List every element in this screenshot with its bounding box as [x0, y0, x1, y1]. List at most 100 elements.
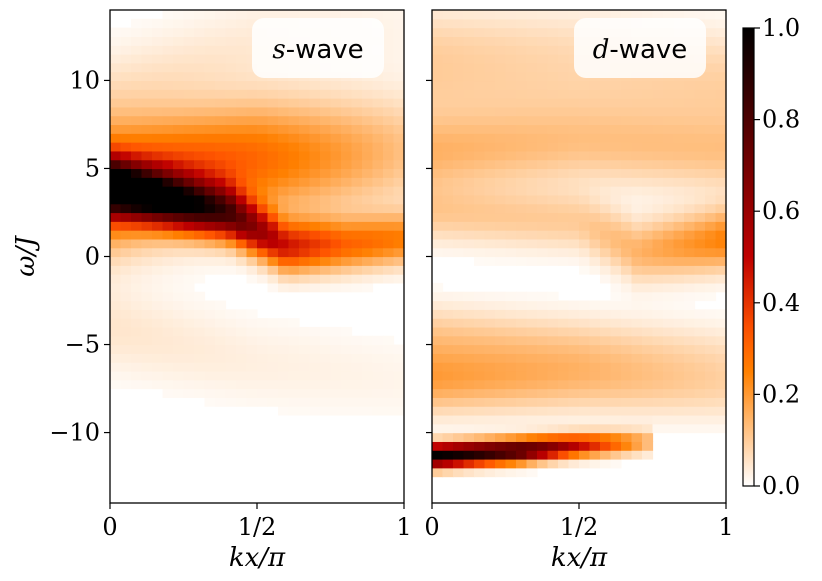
heatmap-cell: [516, 318, 528, 328]
heatmap-cell: [215, 133, 227, 143]
heatmap-cell: [162, 203, 174, 214]
heatmap-cell: [453, 54, 465, 64]
heatmap-cell: [299, 177, 311, 187]
heatmap-cell: [589, 238, 601, 249]
heatmap-cell: [579, 247, 591, 258]
heatmap-cell: [320, 10, 332, 20]
heatmap-cell: [236, 326, 248, 337]
heatmap-cell: [610, 406, 622, 416]
heatmap-cell: [484, 247, 496, 258]
heatmap-cell: [484, 106, 496, 117]
heatmap-cell: [537, 458, 549, 469]
heatmap-cell: [246, 89, 258, 99]
heatmap-cell: [684, 80, 696, 90]
heatmap-cell: [558, 406, 570, 416]
y-tick-label: 0: [85, 243, 100, 271]
heatmap-cell: [246, 230, 258, 240]
heatmap-cell: [162, 388, 174, 398]
heatmap-cell: [246, 362, 258, 372]
heatmap-cell: [383, 10, 395, 20]
heatmap-cell: [505, 142, 517, 152]
x-tick-label: 1/2: [238, 513, 277, 541]
heatmap-cell: [432, 467, 444, 478]
heatmap-cell: [393, 344, 405, 354]
heatmap-cell: [152, 36, 164, 46]
heatmap-cell: [110, 370, 122, 381]
heatmap-cell: [558, 247, 570, 258]
heatmap-cell: [320, 89, 332, 99]
heatmap-cell: [225, 309, 237, 319]
heatmap-cell: [442, 124, 454, 134]
panel-d-wave: 0 1/2 1kx/πd-wave: [424, 9, 734, 573]
heatmap-cell: [631, 230, 643, 240]
heatmap-cell: [547, 379, 559, 390]
heatmap-cell: [642, 318, 654, 328]
heatmap-cell: [442, 115, 454, 126]
heatmap-cell: [183, 89, 195, 99]
heatmap-cell: [579, 326, 591, 337]
heatmap-cell: [579, 458, 591, 469]
heatmap-cell: [579, 414, 591, 425]
heatmap-cell: [215, 247, 227, 258]
heatmap-cell: [257, 370, 269, 381]
heatmap-cell: [246, 142, 258, 152]
heatmap-cell: [474, 27, 486, 38]
heatmap-cell: [110, 265, 122, 275]
heatmap-cell: [267, 247, 279, 258]
heatmap-cell: [246, 124, 258, 134]
heatmap-cell: [152, 142, 164, 152]
heatmap-cell: [694, 177, 706, 187]
heatmap-cell: [547, 362, 559, 372]
heatmap-cell: [120, 80, 132, 90]
heatmap-cell: [131, 282, 143, 293]
heatmap-cell: [246, 168, 258, 178]
heatmap-cell: [267, 150, 279, 161]
heatmap-cell: [131, 370, 143, 381]
heatmap-cell: [610, 168, 622, 178]
heatmap-cell: [330, 80, 342, 90]
heatmap-cell: [684, 353, 696, 363]
heatmap-cell: [673, 397, 685, 407]
heatmap-cell: [267, 221, 279, 231]
heatmap-cell: [351, 159, 363, 170]
heatmap-cell: [484, 177, 496, 187]
heatmap-cell: [372, 98, 384, 108]
heatmap-cell: [684, 89, 696, 99]
heatmap-cell: [631, 80, 643, 90]
heatmap-cell: [432, 309, 444, 319]
heatmap-cell: [288, 194, 300, 205]
heatmap-cell: [278, 326, 290, 337]
heatmap-cell: [173, 177, 185, 187]
heatmap-cell: [537, 194, 549, 205]
heatmap-cell: [320, 344, 332, 354]
heatmap-cell: [610, 300, 622, 310]
heatmap-cell: [495, 344, 507, 354]
heatmap-cell: [705, 203, 717, 214]
heatmap-cell: [131, 230, 143, 240]
heatmap-cell: [547, 194, 559, 205]
heatmap-cell: [442, 379, 454, 390]
heatmap-cell: [246, 370, 258, 381]
heatmap-cell: [631, 238, 643, 249]
heatmap-cell: [383, 274, 395, 284]
heatmap-cell: [663, 203, 675, 214]
heatmap-cell: [225, 238, 237, 249]
heatmap-cell: [162, 115, 174, 126]
heatmap-cell: [579, 106, 591, 117]
heatmap-cell: [278, 89, 290, 99]
heatmap-cell: [516, 45, 528, 55]
heatmap-cell: [715, 45, 727, 55]
heatmap-cell: [372, 203, 384, 214]
heatmap-cell: [505, 177, 517, 187]
heatmap-cell: [705, 150, 717, 161]
heatmap-cell: [642, 186, 654, 196]
heatmap-cell: [131, 150, 143, 161]
heatmap-cell: [225, 71, 237, 82]
heatmap-cell: [526, 353, 538, 363]
heatmap-cell: [432, 291, 444, 302]
heatmap-cell: [299, 282, 311, 293]
heatmap-cell: [341, 115, 353, 126]
heatmap-cell: [246, 194, 258, 205]
heatmap-cell: [631, 282, 643, 293]
heatmap-cell: [432, 423, 444, 434]
